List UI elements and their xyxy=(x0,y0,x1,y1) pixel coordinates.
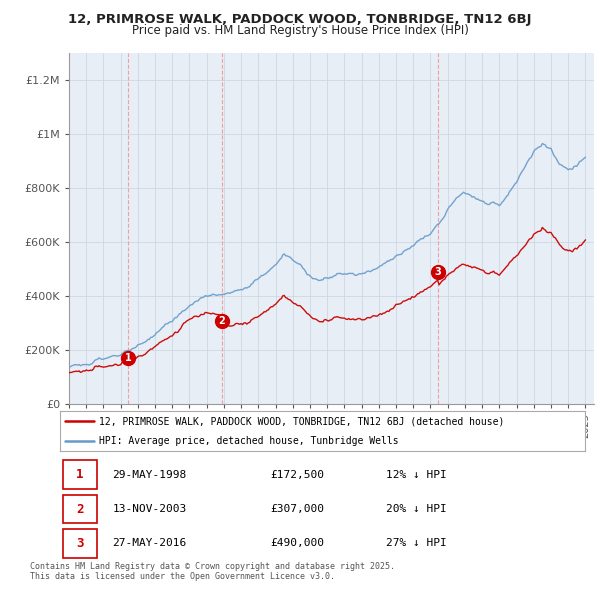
Text: 12, PRIMROSE WALK, PADDOCK WOOD, TONBRIDGE, TN12 6BJ (detached house): 12, PRIMROSE WALK, PADDOCK WOOD, TONBRID… xyxy=(100,417,505,426)
FancyBboxPatch shape xyxy=(62,494,97,523)
Text: Contains HM Land Registry data © Crown copyright and database right 2025.: Contains HM Land Registry data © Crown c… xyxy=(30,562,395,571)
Text: 20% ↓ HPI: 20% ↓ HPI xyxy=(386,504,446,514)
FancyBboxPatch shape xyxy=(62,460,97,490)
Text: Price paid vs. HM Land Registry's House Price Index (HPI): Price paid vs. HM Land Registry's House … xyxy=(131,24,469,37)
Text: 27% ↓ HPI: 27% ↓ HPI xyxy=(386,538,446,548)
Text: £490,000: £490,000 xyxy=(270,538,324,548)
Text: This data is licensed under the Open Government Licence v3.0.: This data is licensed under the Open Gov… xyxy=(30,572,335,581)
Text: HPI: Average price, detached house, Tunbridge Wells: HPI: Average price, detached house, Tunb… xyxy=(100,437,399,446)
Text: 29-MAY-1998: 29-MAY-1998 xyxy=(113,470,187,480)
Text: £172,500: £172,500 xyxy=(270,470,324,480)
Text: £307,000: £307,000 xyxy=(270,504,324,514)
Text: 13-NOV-2003: 13-NOV-2003 xyxy=(113,504,187,514)
Text: 2: 2 xyxy=(76,503,83,516)
Text: 3: 3 xyxy=(434,267,441,277)
Text: 1: 1 xyxy=(76,468,83,481)
Text: 1: 1 xyxy=(124,353,131,363)
Text: 12, PRIMROSE WALK, PADDOCK WOOD, TONBRIDGE, TN12 6BJ: 12, PRIMROSE WALK, PADDOCK WOOD, TONBRID… xyxy=(68,13,532,26)
FancyBboxPatch shape xyxy=(62,529,97,558)
Text: 27-MAY-2016: 27-MAY-2016 xyxy=(113,538,187,548)
Text: 2: 2 xyxy=(218,316,225,326)
Text: 3: 3 xyxy=(76,536,83,550)
Text: 12% ↓ HPI: 12% ↓ HPI xyxy=(386,470,446,480)
